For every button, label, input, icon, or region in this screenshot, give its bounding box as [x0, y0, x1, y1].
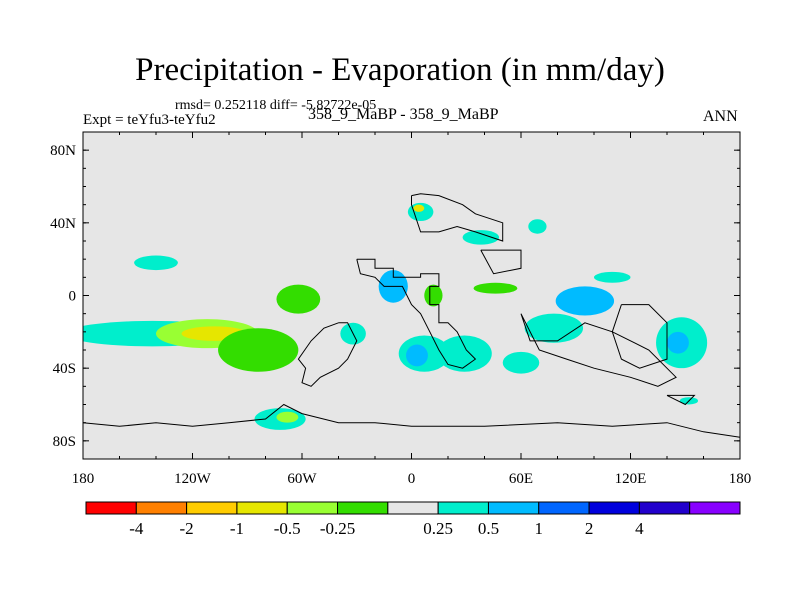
case-label: 358_9_MaBP - 358_9_MaBP	[308, 106, 499, 123]
colorbar-box-4	[286, 501, 339, 515]
colorbar-box-9	[538, 501, 590, 515]
anomaly-region-15	[413, 204, 425, 212]
colorbar-box-1	[135, 501, 188, 515]
colorbar-box-5	[337, 501, 389, 515]
land-outline-6	[666, 394, 696, 406]
anomaly-region-4	[276, 284, 321, 314]
x-tick-label-0: 180	[72, 471, 95, 487]
anomaly-region-23	[594, 271, 631, 283]
x-tick-label-2: 60W	[287, 471, 317, 487]
anomaly-region-18	[555, 286, 615, 316]
anomaly-region-21	[667, 331, 689, 354]
axis-ticks: 180 120W 60W 0 60E 120E 180 80N 40N 0 40S 80S	[50, 131, 752, 487]
anomaly-region-24	[473, 282, 518, 294]
y-tick-label-4: 80S	[53, 434, 76, 450]
x-tick-label-5: 120E	[615, 471, 647, 487]
land-outline-3	[480, 249, 522, 275]
chart-title: Precipitation - Evaporation (in mm/day)	[135, 52, 665, 88]
colorbar-label-6: 0.5	[478, 519, 499, 538]
anomaly-region-19	[524, 313, 584, 343]
season-label: ANN	[703, 108, 738, 125]
x-tick-label-1: 120W	[174, 471, 212, 487]
y-tick-label-3: 40S	[53, 361, 76, 377]
land-outline-4	[520, 313, 677, 387]
colorbar: -4 -2 -1 -0.5 -0.25 0.25 0.5 1 2 4	[85, 501, 741, 538]
colorbar-box-2	[186, 501, 238, 515]
anomaly-region-3	[218, 328, 299, 372]
colorbar-label-4: -0.25	[320, 519, 355, 538]
anomaly-region-16	[462, 230, 500, 245]
stats-label: rmsd= 0.252118 diff= -5.82722e-05	[175, 98, 377, 113]
anomaly-region-12	[406, 344, 428, 367]
anomaly-region-22	[502, 351, 540, 374]
colorbar-box-3	[236, 501, 288, 515]
land-outline-2	[411, 193, 504, 242]
x-tick-label-3: 0	[408, 471, 416, 487]
x-tick-label-6: 180	[729, 471, 752, 487]
colorbar-label-2: -1	[230, 519, 244, 538]
colorbar-label-8: 2	[585, 519, 594, 538]
colorbar-box-0	[85, 501, 137, 515]
anomaly-region-17	[528, 219, 547, 234]
colorbar-box-6	[387, 501, 439, 515]
colorbar-label-0: -4	[129, 519, 144, 538]
colorbar-label-7: 1	[535, 519, 544, 538]
land-outline-5	[611, 304, 668, 369]
colorbar-box-8	[487, 501, 540, 515]
colorbar-box-12	[689, 501, 741, 515]
y-tick-label-1: 40N	[50, 216, 76, 232]
anomaly-regions	[83, 202, 708, 430]
colorbar-box-11	[638, 501, 691, 515]
y-tick-label-0: 80N	[50, 143, 76, 159]
map-background	[83, 132, 740, 459]
land-outline-0	[356, 258, 477, 369]
colorbar-label-3: -0.5	[274, 519, 301, 538]
land-outline-7	[83, 403, 740, 459]
anomaly-region-7	[134, 255, 178, 271]
x-tick-label-4: 60E	[509, 471, 533, 487]
colorbar-box-10	[588, 501, 640, 515]
colorbar-label-5: 0.25	[423, 519, 453, 538]
y-tick-label-2: 0	[69, 289, 77, 305]
colorbar-label-9: 4	[635, 519, 644, 538]
land-outline-1	[297, 322, 358, 387]
experiment-label: Expt = teYfu3-teYfu2	[83, 112, 216, 128]
anomaly-region-10	[424, 284, 443, 307]
anomaly-region-6	[276, 411, 299, 423]
land-outlines	[83, 193, 740, 459]
anomaly-region-13	[437, 335, 492, 372]
colorbar-label-1: -2	[180, 519, 194, 538]
colorbar-box-7	[437, 501, 489, 515]
